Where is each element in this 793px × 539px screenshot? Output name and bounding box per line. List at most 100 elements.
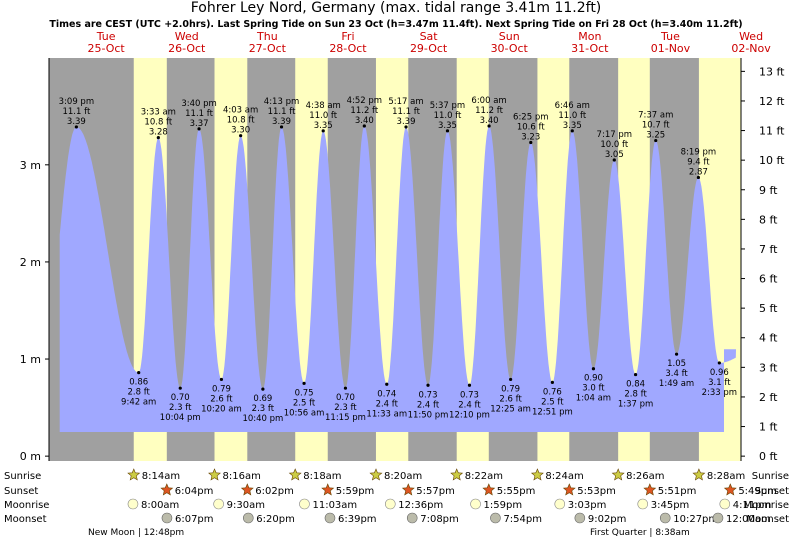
high-tide-height: 3.37 xyxy=(190,119,209,129)
moonrise-row-label-right: Moonrise xyxy=(744,500,789,511)
low-tide-marker xyxy=(633,372,638,377)
low-tide-height: 0.70 xyxy=(171,393,190,403)
right-axis-tick-label: 2 ft xyxy=(759,391,778,404)
moonrise-icon xyxy=(554,498,566,510)
sunrise-icon xyxy=(208,468,221,481)
left-axis-tick-label: 2 m xyxy=(20,256,41,269)
low-tide-time: 12:10 pm xyxy=(449,410,490,420)
low-tide-feet: 2.3 ft xyxy=(252,404,275,414)
high-tide-feet: 11.0 ft xyxy=(434,111,462,121)
high-tide-feet: 11.1 ft xyxy=(392,107,420,117)
moonrise-icon xyxy=(719,498,731,510)
sunset-time: 5:51pm xyxy=(658,486,697,497)
low-tide-height: 0.69 xyxy=(253,394,272,404)
high-tide-time: 3:40 pm xyxy=(181,99,216,109)
moonrise-icon xyxy=(470,498,481,510)
high-tide-height: 3.25 xyxy=(646,131,665,141)
high-tide-height: 3.39 xyxy=(397,117,416,127)
day-name-label: Mon xyxy=(578,30,601,43)
high-tide-time: 4:13 pm xyxy=(264,97,299,107)
low-tide-feet: 2.5 ft xyxy=(541,397,564,407)
axes: 0 m 1 m 2 m 3 m 0 ft 1 ft 2 ft 3 ft 4 ft 5 ft 6 ft… xyxy=(20,58,785,463)
high-tide-time: 6:46 am xyxy=(555,101,590,111)
high-tide-time: 7:37 am xyxy=(638,111,673,121)
day-date-label: 25-Oct xyxy=(87,42,125,55)
high-tide-height: 3.23 xyxy=(521,132,540,142)
low-tide-feet: 2.3 ft xyxy=(334,403,357,413)
moonrise-time: 8:00am xyxy=(141,500,179,511)
day-name-label: Fri xyxy=(341,30,354,43)
sunrise-row-label-left: Sunrise xyxy=(4,471,41,482)
high-tide-time: 3:09 pm xyxy=(59,97,94,107)
high-tide-marker xyxy=(404,125,408,129)
high-tide-marker xyxy=(612,158,616,162)
right-axis-tick-label: 12 ft xyxy=(759,95,785,108)
left-axis-tick-label: 1 m xyxy=(20,353,41,366)
day-name-label: Thu xyxy=(256,30,278,43)
high-tide-marker xyxy=(696,175,701,180)
moonrise-time: 9:30am xyxy=(227,500,265,511)
low-tide-height: 0.75 xyxy=(295,388,314,398)
moonrise-icon xyxy=(299,498,310,510)
high-tide-feet: 11.1 ft xyxy=(62,107,90,117)
high-tide-height: 2.87 xyxy=(689,167,708,177)
sunrise-time: 8:14am xyxy=(142,471,180,482)
sunset-time: 5:59pm xyxy=(336,486,375,497)
low-tide-feet: 3.0 ft xyxy=(582,384,605,394)
low-tide-time: 10:56 am xyxy=(284,408,325,418)
low-tide-feet: 3.4 ft xyxy=(665,369,688,379)
high-tide-marker xyxy=(529,140,533,145)
high-tide-time: 6:25 pm xyxy=(513,112,548,122)
sunrise-time: 8:18am xyxy=(303,471,341,482)
moonrise-time: 3:45pm xyxy=(651,500,690,511)
day-date-label: 26-Oct xyxy=(168,42,206,55)
high-tide-height: 3.35 xyxy=(314,121,333,131)
sunset-icon xyxy=(321,483,335,496)
day-date-label: 29-Oct xyxy=(410,42,448,55)
low-tide-time: 10:04 pm xyxy=(160,413,201,423)
high-tide-time: 8:19 pm xyxy=(681,147,716,157)
moonrise-time: 12:36pm xyxy=(398,500,443,511)
low-tide-feet: 2.4 ft xyxy=(376,399,399,409)
low-tide-marker xyxy=(219,377,224,382)
low-tide-height: 0.73 xyxy=(419,390,438,400)
right-axis-tick-label: 11 ft xyxy=(759,125,785,138)
high-tide-height: 3.40 xyxy=(355,116,374,126)
low-tide-time: 12:51 pm xyxy=(532,407,573,417)
moonset-icon xyxy=(243,512,254,524)
day-name-label: Wed xyxy=(739,30,763,43)
low-tide-marker xyxy=(178,386,182,390)
high-tide-time: 5:17 am xyxy=(388,97,423,107)
high-tide-marker xyxy=(156,136,160,140)
high-tide-marker xyxy=(74,125,78,129)
low-tide-height: 0.86 xyxy=(129,378,148,388)
moonset-time: 9:02pm xyxy=(588,514,627,525)
low-tide-marker xyxy=(591,367,596,371)
high-tide-marker xyxy=(279,125,284,129)
high-tide-feet: 11.0 ft xyxy=(558,111,586,121)
sunset-time: 5:57pm xyxy=(416,486,455,497)
day-name-label: Tue xyxy=(660,30,680,43)
sunset-icon xyxy=(562,483,576,496)
low-tide-time: 10:20 am xyxy=(201,404,242,414)
sunset-icon xyxy=(160,483,174,496)
moonset-time: 6:39pm xyxy=(338,514,377,525)
low-tide-time: 1:04 am xyxy=(576,394,611,404)
low-tide-marker xyxy=(343,386,348,390)
moonset-icon xyxy=(659,512,671,524)
high-tide-marker xyxy=(654,138,658,143)
high-tide-marker xyxy=(362,124,366,128)
sunset-icon xyxy=(401,483,415,496)
sunrise-time: 8:24am xyxy=(545,471,583,482)
low-tide-time: 10:40 pm xyxy=(242,414,283,424)
low-tide-feet: 2.6 ft xyxy=(499,394,522,404)
high-tide-height: 3.39 xyxy=(272,117,291,127)
sunrise-icon xyxy=(450,468,464,481)
low-tide-height: 1.05 xyxy=(667,359,686,369)
low-tide-time: 9:42 am xyxy=(121,398,156,408)
low-tide-marker xyxy=(137,371,141,375)
low-tide-feet: 2.5 ft xyxy=(293,398,316,408)
sunset-row-label-left: Sunset xyxy=(4,486,38,497)
low-tide-feet: 3.1 ft xyxy=(708,378,731,388)
high-tide-feet: 10.0 ft xyxy=(600,140,628,150)
